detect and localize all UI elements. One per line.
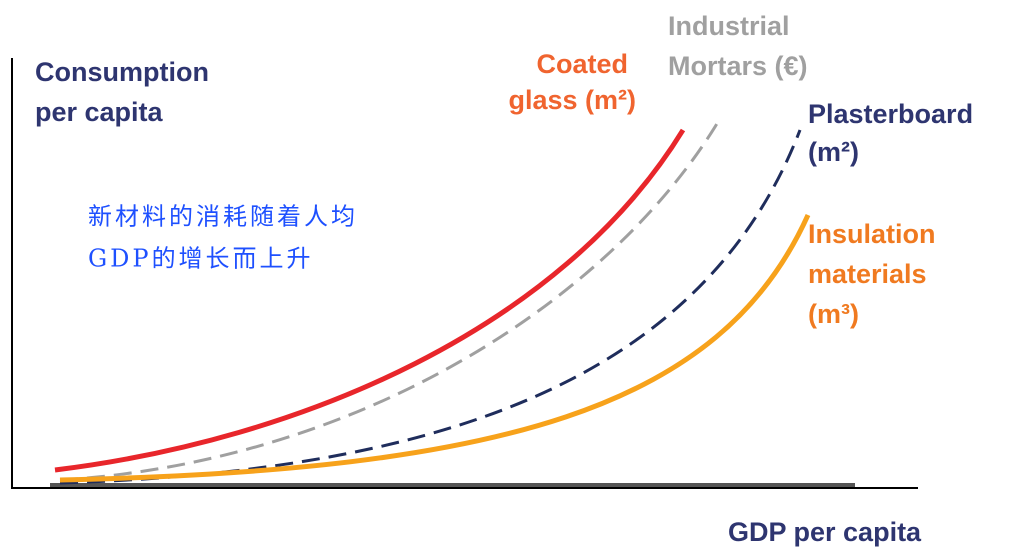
curve-label: (m³) [808, 299, 859, 329]
curve-label: Mortars (€) [668, 51, 808, 81]
x-axis-label: GDP per capita [728, 517, 922, 547]
curve-label: Plasterboard [808, 99, 973, 129]
annotation: GDP的增长而上升 [88, 245, 314, 273]
insulation-curve [59, 213, 811, 483]
curve-label: Industrial [668, 11, 790, 41]
curve-label: Insulation [808, 219, 936, 249]
y-axis-label: Consumption [35, 57, 209, 87]
curve-label: Coated [536, 49, 628, 79]
curve-label: materials [808, 259, 927, 289]
mortars-curve [59, 121, 720, 482]
plasterboard-curve [59, 129, 802, 485]
y-axis-label: per capita [35, 97, 164, 127]
curve-label: glass (m²) [508, 85, 636, 115]
coated-glass-curve [54, 128, 686, 473]
annotation: 新材料的消耗随着人均 [88, 203, 358, 231]
curve-label: (m²) [808, 137, 859, 167]
